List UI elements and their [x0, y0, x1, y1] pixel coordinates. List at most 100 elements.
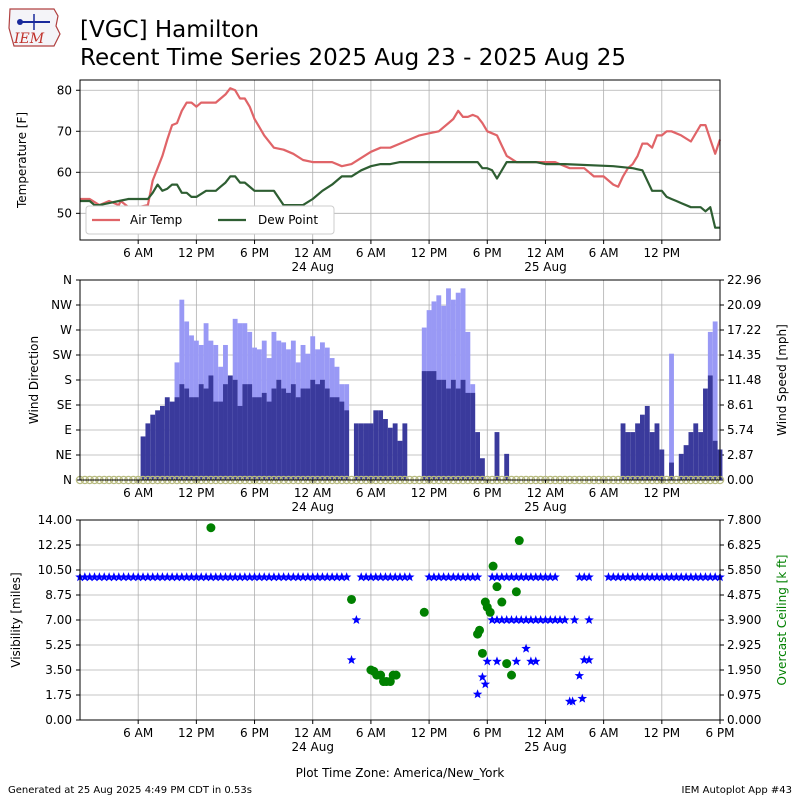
right-tick-label: 14.35	[727, 348, 761, 362]
ceiling-point	[514, 536, 524, 546]
visibility-point	[480, 679, 491, 689]
visibility-point	[244, 572, 255, 582]
wind-speed-bar	[281, 388, 287, 480]
x-tick-label: 25 Aug	[524, 500, 567, 514]
x-tick-label: 6 PM	[705, 726, 734, 740]
wind-speed-bar	[174, 397, 180, 480]
wind-speed-bar	[688, 432, 694, 480]
x-tick-label: 6 PM	[240, 486, 269, 500]
ceiling-point	[475, 625, 485, 635]
visibility-point	[196, 572, 206, 582]
visibility-point	[584, 655, 594, 664]
wind-speed-bar	[630, 432, 636, 480]
y-tick-label: SE	[57, 398, 72, 412]
visibility-point	[657, 572, 667, 582]
wind-speed-bar	[237, 405, 243, 480]
legend-label-air-temp: Air Temp	[130, 213, 182, 227]
wind-gust-bar	[455, 292, 461, 480]
x-tick-label: 12 PM	[411, 246, 448, 260]
right-tick-label: 1.950	[727, 663, 761, 677]
y-tick-label: S	[64, 373, 72, 387]
ceiling-point	[492, 582, 502, 592]
y-tick-label: 60	[57, 165, 72, 179]
visibility-point	[652, 572, 662, 582]
right-tick-label: 0.975	[727, 688, 761, 702]
ceiling-point	[497, 597, 507, 607]
visibility-point	[550, 615, 560, 624]
wind-speed-bar	[363, 423, 369, 480]
y-tick-label: 1.75	[45, 688, 72, 702]
visibility-point	[628, 572, 638, 582]
visibility-point	[385, 572, 396, 582]
wind-speed-bar	[644, 405, 650, 480]
wind-speed-bar	[179, 384, 185, 480]
dew-point-line	[80, 161, 720, 229]
visibility-point	[308, 572, 318, 582]
ceiling-point	[347, 594, 357, 604]
right-tick-label: 11.48	[727, 373, 761, 387]
wind-speed-bar	[620, 423, 626, 480]
y-tick-label: 10.50	[38, 563, 72, 577]
wind-speed-bar	[256, 397, 262, 480]
visibility-point	[109, 572, 119, 582]
visibility-point	[254, 572, 265, 582]
y-tick-label: W	[60, 323, 72, 337]
visibility-point	[274, 572, 284, 582]
wind-speed-bar	[261, 392, 267, 480]
wind-speed-bar	[358, 423, 364, 480]
visibility-point	[647, 572, 657, 582]
wind-speed-bar	[223, 384, 228, 480]
visibility-point	[632, 572, 643, 582]
y-tick-label: N	[63, 273, 72, 287]
y-tick-label: NE	[55, 448, 72, 462]
visibility-point	[157, 572, 168, 582]
ceiling-point	[477, 648, 487, 658]
wind-speed-bar	[392, 423, 398, 480]
visibility-point	[404, 572, 415, 582]
visibility-point	[448, 572, 459, 582]
visibility-point	[118, 572, 129, 582]
wind-speed-bar	[397, 440, 403, 480]
y-tick-label: 7.00	[45, 613, 72, 627]
right-axis-title: Overcast Ceiling [k ft]	[775, 555, 789, 686]
visibility-point	[574, 670, 585, 680]
wind-speed-bar	[150, 414, 156, 480]
visibility-point	[482, 656, 492, 666]
right-tick-label: 5.850	[727, 563, 761, 577]
logo-text: IEM	[13, 31, 45, 47]
visibility-point	[341, 572, 352, 582]
ceiling-point	[485, 607, 495, 617]
visibility-point	[312, 572, 323, 582]
visibility-point	[191, 572, 202, 582]
visibility-point	[424, 572, 434, 582]
y-axis-title: Wind Direction	[27, 336, 41, 424]
visibility-point	[453, 572, 463, 582]
x-tick-label: 6 AM	[123, 726, 153, 740]
wind-speed-bar	[145, 423, 151, 480]
visibility-point	[177, 572, 187, 582]
visibility-point	[560, 615, 570, 624]
app-footer: IEM Autoplot App #43	[681, 785, 792, 796]
x-tick-label: 6 PM	[473, 726, 502, 740]
wind-speed-bar	[300, 388, 306, 480]
y-tick-label: 8.75	[45, 588, 72, 602]
ceiling-point	[488, 561, 498, 571]
x-tick-label: 6 AM	[589, 246, 619, 260]
visibility-point	[94, 572, 105, 582]
x-tick-label: 12 PM	[178, 246, 215, 260]
visibility-point	[293, 572, 303, 582]
visibility-point	[114, 572, 124, 582]
visibility-point	[215, 572, 226, 582]
visibility-point	[201, 572, 211, 582]
air-temp-line	[80, 87, 722, 209]
wind-gust-bar	[669, 353, 674, 480]
visibility-point	[521, 572, 531, 582]
wind-speed-bar	[290, 384, 296, 480]
visibility-point	[395, 572, 405, 582]
visibility-point	[492, 615, 502, 624]
right-tick-label: 7.800	[727, 513, 761, 527]
visibility-point	[531, 615, 541, 624]
wind-speed-bar	[160, 405, 165, 480]
wind-speed-bar	[659, 449, 665, 480]
x-tick-label: 6 PM	[240, 726, 269, 740]
